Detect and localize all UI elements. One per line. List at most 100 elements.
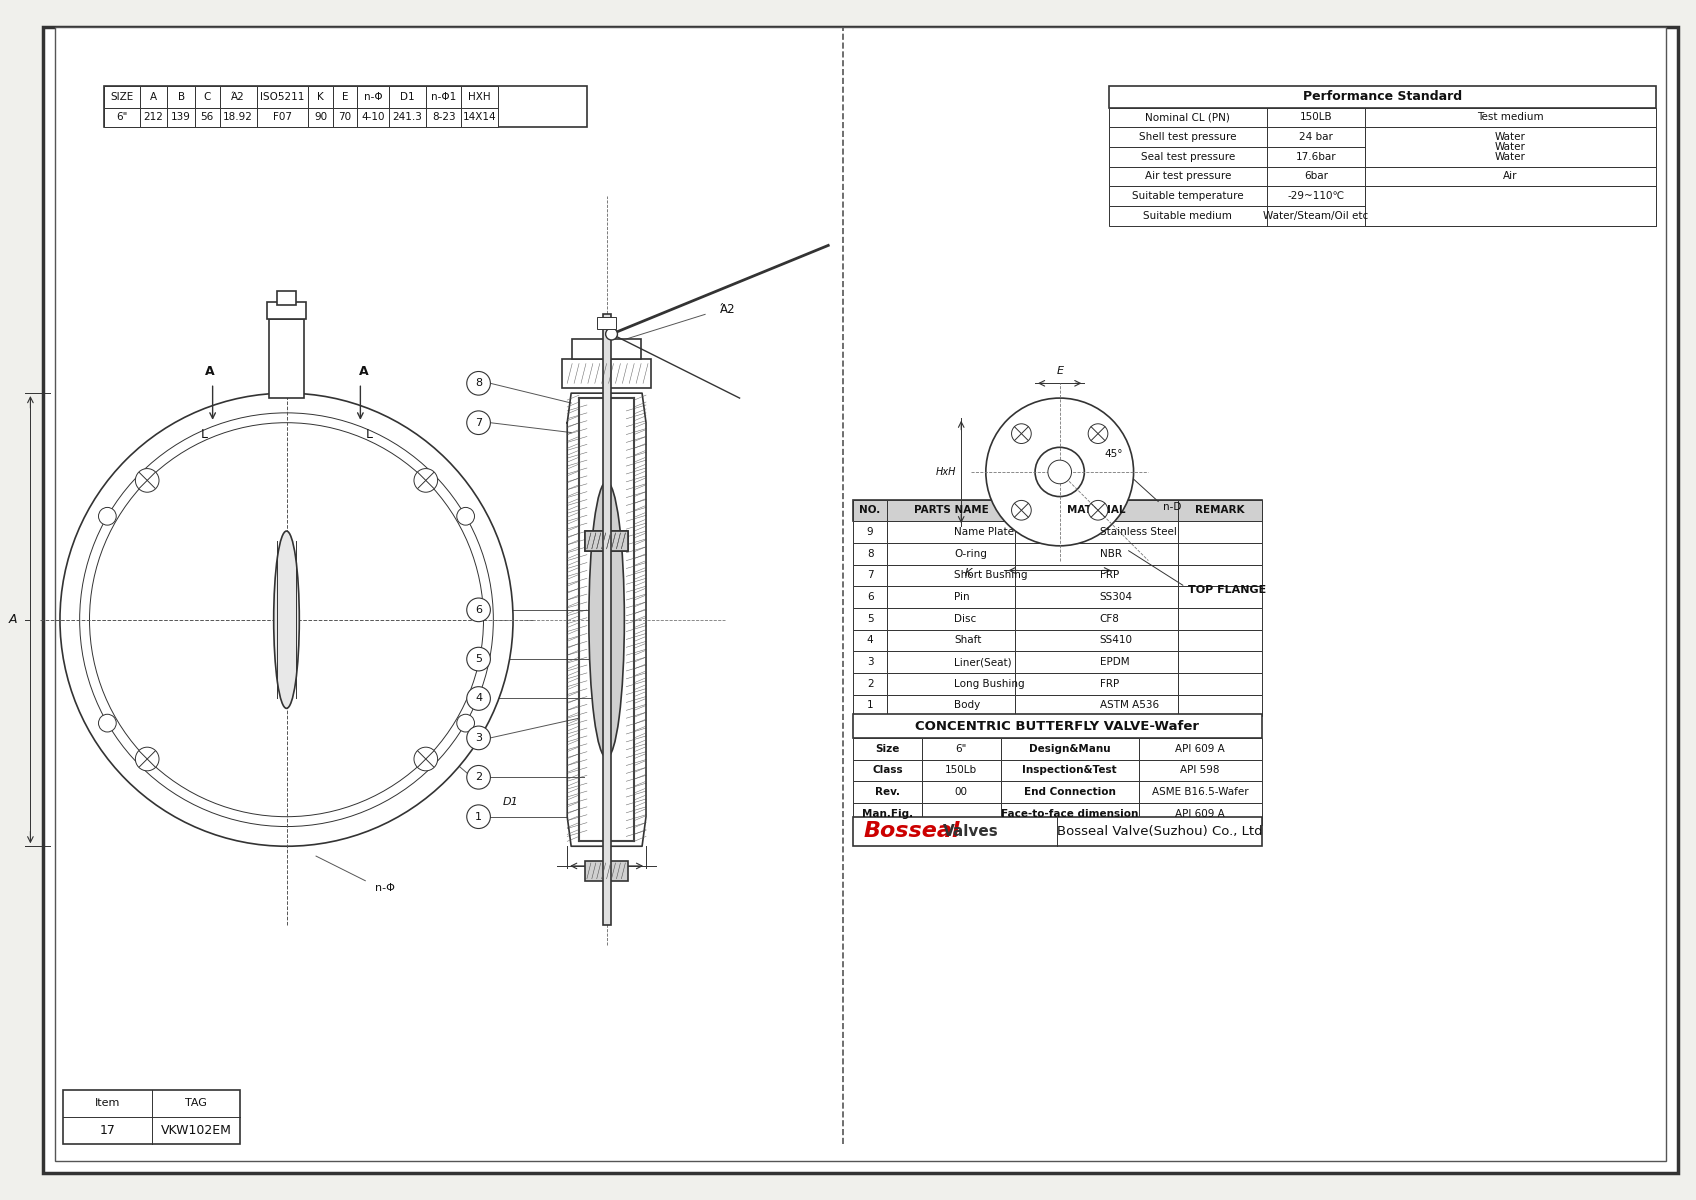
Text: 17.6bar: 17.6bar xyxy=(1296,151,1336,162)
Bar xyxy=(923,738,1001,760)
Bar xyxy=(139,86,168,108)
Circle shape xyxy=(456,508,475,526)
Bar xyxy=(1016,587,1179,608)
Text: NBR: NBR xyxy=(1099,548,1121,559)
Bar xyxy=(572,338,641,359)
Text: EPDM: EPDM xyxy=(1099,658,1130,667)
Text: 90: 90 xyxy=(314,113,327,122)
Bar xyxy=(853,781,923,803)
Text: ISO5211: ISO5211 xyxy=(261,91,305,102)
Bar xyxy=(426,108,461,127)
Text: 4: 4 xyxy=(867,635,873,646)
Bar xyxy=(1016,630,1179,652)
Text: 6: 6 xyxy=(867,592,873,602)
Bar xyxy=(923,760,1001,781)
Text: 1: 1 xyxy=(867,701,873,710)
Text: Liner(Seat): Liner(Seat) xyxy=(955,658,1013,667)
Bar xyxy=(1001,781,1138,803)
Text: Bosseal Valve(Suzhou) Co., Ltd: Bosseal Valve(Suzhou) Co., Ltd xyxy=(1057,824,1262,838)
Text: Inspection&Test: Inspection&Test xyxy=(1023,766,1118,775)
Bar xyxy=(103,86,587,127)
Bar xyxy=(1179,587,1262,608)
Text: 5: 5 xyxy=(867,613,873,624)
Circle shape xyxy=(414,748,438,770)
Bar xyxy=(1365,127,1655,167)
Text: Water/Steam/Oil etc: Water/Steam/Oil etc xyxy=(1264,211,1369,221)
Bar xyxy=(887,608,1016,630)
Circle shape xyxy=(1048,460,1072,484)
Bar xyxy=(853,714,1262,738)
Bar xyxy=(853,521,887,542)
Text: Rev.: Rev. xyxy=(875,787,901,797)
Text: 6": 6" xyxy=(117,113,127,122)
Text: FRP: FRP xyxy=(1099,679,1119,689)
Text: A: A xyxy=(205,365,214,378)
Text: CF8: CF8 xyxy=(1099,613,1119,624)
Text: A: A xyxy=(8,613,17,626)
Bar xyxy=(1109,146,1655,167)
Text: 4-10: 4-10 xyxy=(361,113,385,122)
Text: Class: Class xyxy=(872,766,902,775)
Text: L: L xyxy=(366,428,373,442)
Bar xyxy=(270,319,304,398)
Text: 6": 6" xyxy=(955,744,967,754)
Text: Test medium: Test medium xyxy=(1477,113,1543,122)
Bar xyxy=(388,86,426,108)
Ellipse shape xyxy=(589,482,624,757)
Text: API 609 A: API 609 A xyxy=(1175,744,1225,754)
Circle shape xyxy=(466,647,490,671)
Text: 00: 00 xyxy=(955,787,968,797)
Circle shape xyxy=(605,328,617,340)
Bar xyxy=(276,290,297,305)
Circle shape xyxy=(1089,500,1107,520)
Bar xyxy=(1109,108,1655,127)
Text: 139: 139 xyxy=(171,113,192,122)
Circle shape xyxy=(466,805,490,828)
Bar xyxy=(309,86,332,108)
Circle shape xyxy=(466,598,490,622)
Bar xyxy=(1179,564,1262,587)
Text: 2: 2 xyxy=(475,773,482,782)
Bar xyxy=(1179,608,1262,630)
Text: Man.Fig.: Man.Fig. xyxy=(862,809,912,818)
Text: Shaft: Shaft xyxy=(955,635,982,646)
Bar xyxy=(853,542,887,564)
Text: Seal test pressure: Seal test pressure xyxy=(1141,151,1235,162)
Text: MATERIAL: MATERIAL xyxy=(1067,505,1126,515)
Text: ASME B16.5-Wafer: ASME B16.5-Wafer xyxy=(1152,787,1248,797)
Circle shape xyxy=(59,394,514,846)
Circle shape xyxy=(414,468,438,492)
Bar xyxy=(195,86,219,108)
Text: HXH: HXH xyxy=(468,91,490,102)
Text: 17: 17 xyxy=(100,1123,115,1136)
Text: n-Φ: n-Φ xyxy=(375,883,395,893)
Bar xyxy=(853,652,887,673)
Text: 3: 3 xyxy=(867,658,873,667)
Bar xyxy=(168,86,195,108)
Bar xyxy=(853,564,887,587)
Text: 18.92: 18.92 xyxy=(224,113,253,122)
Bar xyxy=(1001,738,1138,760)
Circle shape xyxy=(136,748,159,770)
Bar xyxy=(585,532,628,551)
Bar xyxy=(923,803,1001,824)
Text: D1: D1 xyxy=(504,797,519,806)
Bar xyxy=(1016,652,1179,673)
Text: Air test pressure: Air test pressure xyxy=(1145,172,1231,181)
Bar xyxy=(853,630,887,652)
Text: 45°: 45° xyxy=(1104,449,1123,460)
Text: Long Bushing: Long Bushing xyxy=(955,679,1024,689)
Bar xyxy=(887,564,1016,587)
Text: 9: 9 xyxy=(867,527,873,538)
Bar xyxy=(63,1090,241,1144)
Text: SS304: SS304 xyxy=(1099,592,1133,602)
Circle shape xyxy=(136,468,159,492)
Bar xyxy=(1179,542,1262,564)
Text: 8: 8 xyxy=(475,378,482,389)
Text: L: L xyxy=(200,428,207,442)
Circle shape xyxy=(466,410,490,434)
Bar xyxy=(461,108,499,127)
Text: B: B xyxy=(178,91,185,102)
Bar xyxy=(853,695,887,716)
Bar xyxy=(1179,521,1262,542)
